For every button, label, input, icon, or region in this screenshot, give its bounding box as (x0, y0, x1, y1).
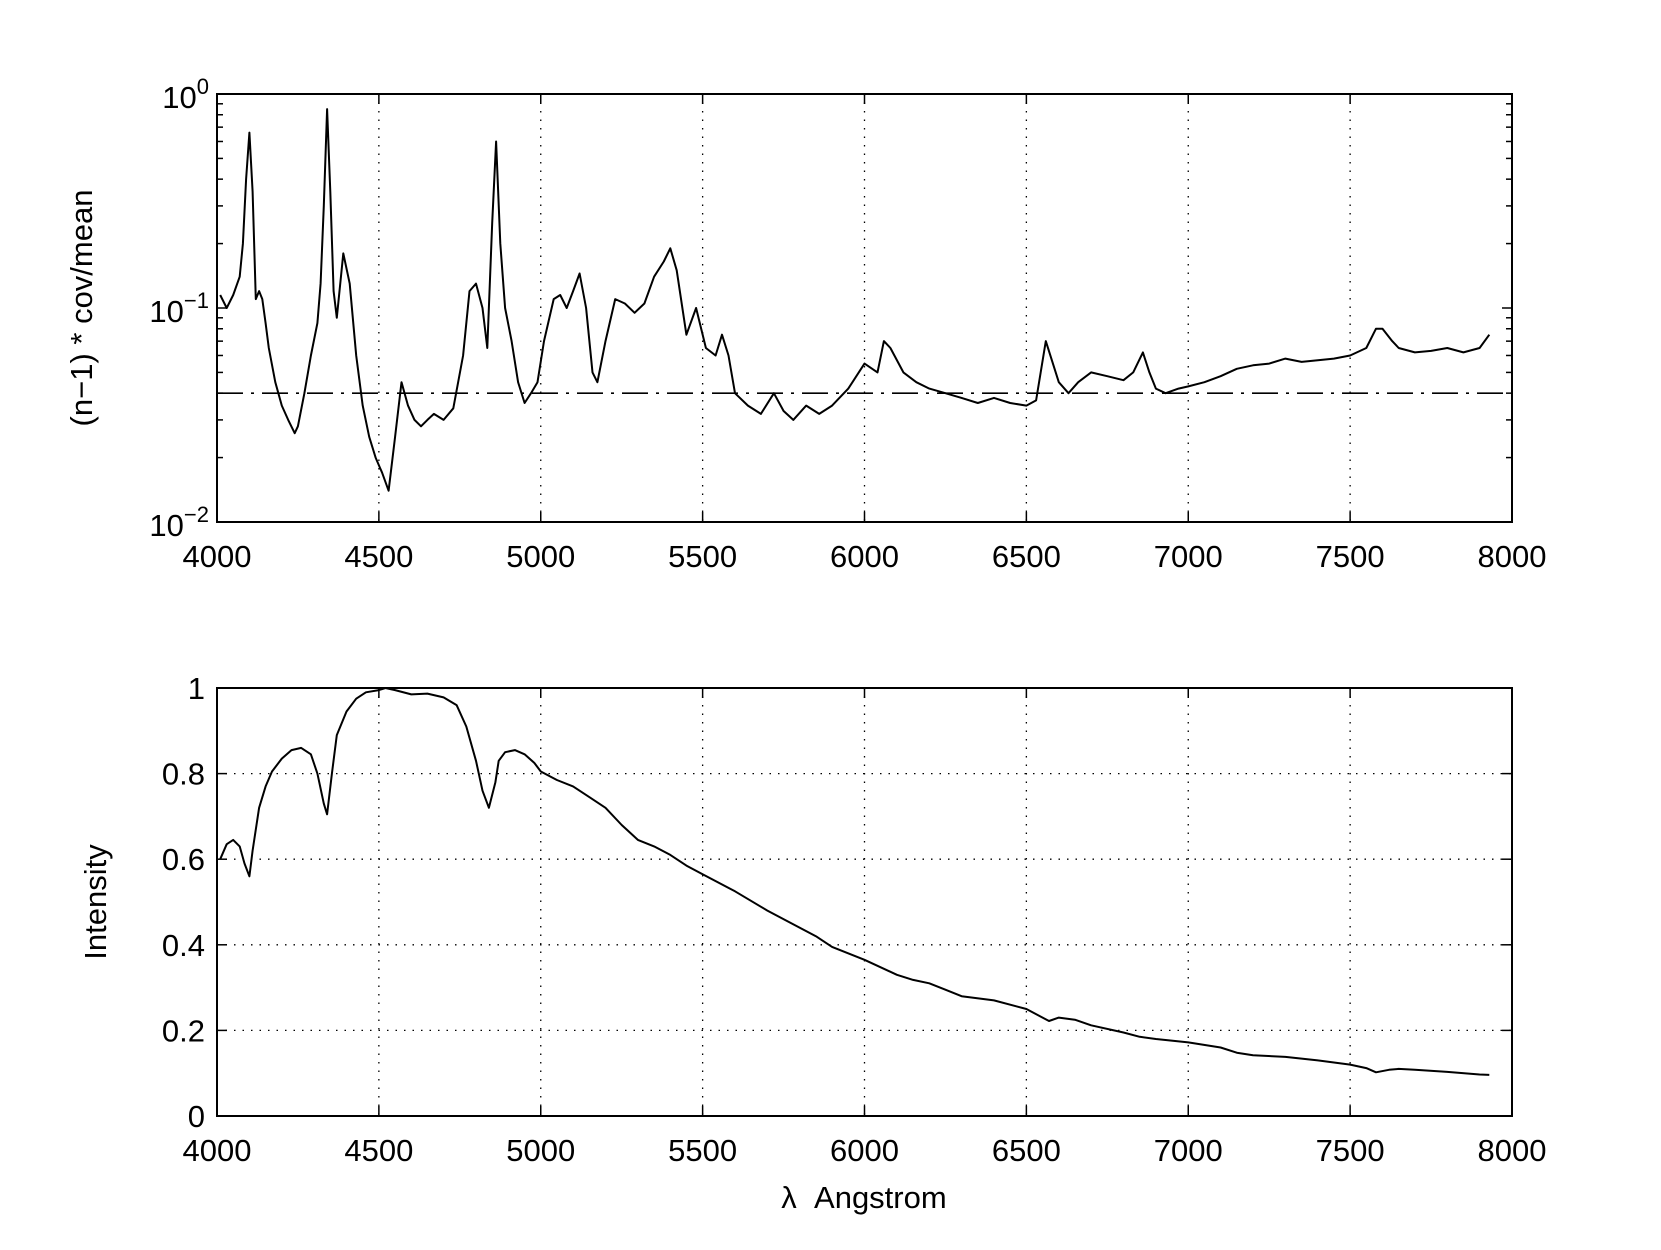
top-y-tick-label: 10−2 (149, 502, 209, 543)
bottom-panel: 4000 4500 5000 5500 6000 6500 7000 7500 8000 0 0.… (78, 671, 1546, 1215)
bottom-ticks (216, 687, 1513, 1117)
top-x-tick-label: 5000 (506, 539, 575, 574)
top-y-axis-title: (n−1) * cov/mean (64, 190, 99, 427)
top-y-tick-label: 10−1 (149, 288, 209, 329)
bottom-x-tick-label: 5500 (668, 1133, 737, 1168)
top-x-tick-label: 4000 (183, 539, 252, 574)
bottom-grid (217, 688, 1512, 1116)
bottom-x-tick-label: 4000 (183, 1133, 252, 1168)
bottom-y-tick-label: 0.4 (162, 928, 205, 963)
bottom-y-tick-label: 0.6 (162, 842, 205, 877)
top-y-tick-labels: 10−2 10−1 100 (149, 74, 209, 543)
bottom-x-tick-label: 5000 (506, 1133, 575, 1168)
top-x-tick-label: 7000 (1154, 539, 1223, 574)
top-x-tick-label: 6500 (992, 539, 1061, 574)
bottom-y-tick-label: 0.2 (162, 1013, 205, 1048)
bottom-x-tick-label: 6000 (830, 1133, 899, 1168)
top-panel: 4000 4500 5000 5500 6000 6500 7000 7500 8000 10−… (64, 74, 1546, 574)
bottom-x-tick-label: 6500 (992, 1133, 1061, 1168)
bottom-y-tick-labels: 0 0.2 0.4 0.6 0.8 1 (162, 671, 205, 1134)
top-x-tick-label: 5500 (668, 539, 737, 574)
bottom-x-tick-label: 8000 (1478, 1133, 1547, 1168)
top-y-tick-label: 100 (162, 74, 209, 115)
top-x-tick-label: 7500 (1316, 539, 1385, 574)
top-x-tick-labels: 4000 4500 5000 5500 6000 6500 7000 7500 8000 (183, 539, 1547, 574)
bottom-x-tick-label: 4500 (344, 1133, 413, 1168)
bottom-x-tick-label: 7500 (1316, 1133, 1385, 1168)
top-series-line (219, 108, 1491, 492)
bottom-x-tick-labels: 4000 4500 5000 5500 6000 6500 7000 7500 8000 (183, 1133, 1547, 1168)
bottom-y-tick-label: 0.8 (162, 757, 205, 792)
top-ticks (216, 93, 1513, 523)
bottom-y-tick-label: 0 (188, 1099, 205, 1134)
top-x-tick-label: 4500 (344, 539, 413, 574)
bottom-y-tick-label: 1 (188, 671, 205, 706)
top-grid (378, 94, 1351, 522)
top-x-tick-label: 6000 (830, 539, 899, 574)
bottom-x-tick-label: 7000 (1154, 1133, 1223, 1168)
bottom-series-line (219, 687, 1490, 1076)
bottom-y-axis-title: Intensity (78, 844, 113, 960)
bottom-x-axis-title: λ Angstrom (781, 1180, 946, 1215)
top-x-tick-label: 8000 (1478, 539, 1547, 574)
